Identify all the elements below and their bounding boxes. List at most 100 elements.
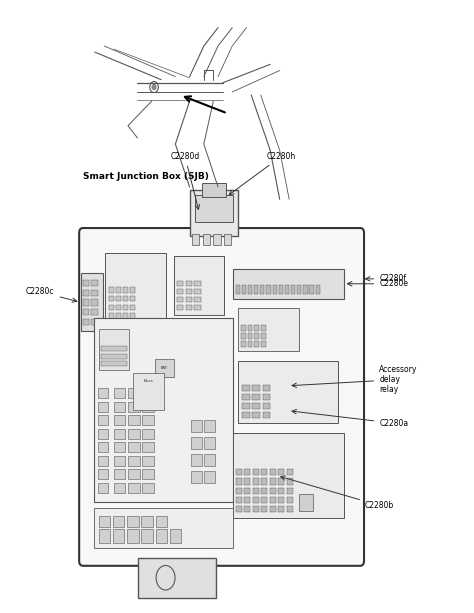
Bar: [155, 530, 167, 543]
Bar: [263, 412, 271, 418]
Bar: [244, 497, 250, 503]
Bar: [261, 326, 266, 331]
Bar: [248, 341, 253, 347]
Bar: [141, 530, 153, 543]
Bar: [310, 285, 314, 294]
Bar: [244, 506, 250, 512]
Bar: [142, 429, 154, 439]
Bar: [287, 506, 293, 512]
Bar: [98, 483, 108, 493]
Bar: [91, 299, 98, 305]
Bar: [101, 354, 127, 359]
Bar: [142, 483, 154, 493]
Bar: [142, 402, 154, 412]
Bar: [238, 308, 299, 351]
Bar: [303, 285, 308, 294]
Bar: [98, 389, 108, 398]
Bar: [177, 297, 183, 302]
Bar: [98, 416, 108, 425]
Bar: [113, 516, 124, 527]
Bar: [186, 289, 192, 294]
Bar: [186, 297, 192, 302]
Text: Buss: Buss: [144, 379, 153, 383]
Bar: [255, 341, 259, 347]
Bar: [287, 478, 293, 484]
Bar: [261, 478, 267, 484]
Bar: [253, 478, 259, 484]
Bar: [253, 497, 259, 503]
Bar: [255, 333, 259, 339]
Bar: [278, 487, 284, 493]
Bar: [191, 420, 201, 432]
Bar: [174, 256, 224, 315]
Bar: [253, 412, 260, 418]
Bar: [297, 285, 301, 294]
Bar: [141, 516, 153, 527]
Bar: [83, 309, 89, 315]
Bar: [273, 285, 277, 294]
Bar: [253, 384, 260, 390]
Bar: [194, 289, 201, 294]
Bar: [142, 389, 154, 398]
Bar: [91, 309, 98, 315]
Bar: [113, 530, 124, 543]
Bar: [83, 319, 89, 325]
FancyBboxPatch shape: [79, 228, 364, 566]
Bar: [98, 443, 108, 452]
Bar: [192, 234, 200, 245]
Bar: [98, 429, 108, 439]
Bar: [263, 394, 271, 400]
Bar: [109, 313, 114, 319]
Bar: [94, 318, 233, 502]
Bar: [316, 285, 320, 294]
Bar: [270, 478, 276, 484]
Bar: [204, 471, 215, 484]
Text: PAT: PAT: [161, 366, 168, 370]
Bar: [242, 394, 250, 400]
Bar: [204, 420, 215, 432]
Bar: [242, 412, 250, 418]
Bar: [191, 437, 201, 449]
Bar: [128, 429, 139, 439]
Bar: [248, 326, 253, 331]
Bar: [91, 280, 98, 286]
Bar: [278, 478, 284, 484]
Bar: [101, 361, 127, 366]
Bar: [253, 487, 259, 493]
Bar: [191, 471, 201, 484]
Bar: [270, 487, 276, 493]
Bar: [142, 456, 154, 466]
Bar: [128, 470, 139, 479]
Bar: [299, 494, 312, 511]
Bar: [128, 416, 139, 425]
Bar: [194, 195, 233, 223]
Bar: [114, 483, 125, 493]
Bar: [253, 403, 260, 409]
Bar: [236, 469, 242, 475]
Bar: [123, 287, 128, 293]
Bar: [244, 469, 250, 475]
Bar: [98, 402, 108, 412]
Bar: [133, 373, 164, 410]
Bar: [194, 281, 201, 286]
Bar: [127, 530, 138, 543]
Bar: [123, 296, 128, 302]
Bar: [191, 454, 201, 466]
Bar: [170, 530, 181, 543]
Bar: [202, 183, 226, 197]
Bar: [81, 273, 103, 331]
Bar: [83, 289, 89, 295]
Bar: [91, 289, 98, 295]
Bar: [155, 516, 167, 527]
Bar: [130, 313, 136, 319]
Bar: [244, 487, 250, 493]
Bar: [177, 281, 183, 286]
Bar: [270, 497, 276, 503]
Bar: [242, 403, 250, 409]
Text: C2280e: C2280e: [347, 280, 408, 288]
Bar: [278, 497, 284, 503]
Bar: [130, 296, 136, 302]
Bar: [241, 341, 246, 347]
Bar: [130, 287, 136, 293]
Bar: [261, 497, 267, 503]
